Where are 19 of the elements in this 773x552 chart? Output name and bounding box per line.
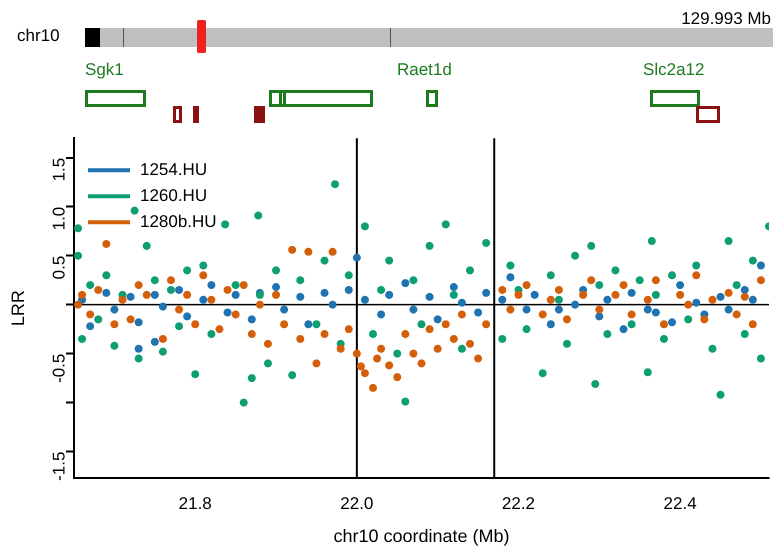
x-axis-title: chr10 coordinate (Mb)	[333, 526, 510, 546]
text: Sgk1	[85, 60, 124, 80]
x-tick-label: 21.8	[178, 494, 212, 513]
x-tick-label: 22.0	[340, 494, 374, 513]
text: chr10	[17, 26, 60, 46]
legend-label: 1254.HU	[140, 160, 208, 179]
x-tick-label: 22.4	[664, 494, 697, 513]
y-tick-label: -0.5	[50, 354, 69, 383]
text: Slc2a12	[643, 60, 704, 80]
legend-label: 1280b.HU	[140, 212, 217, 231]
text: 129.993 Mb	[681, 9, 771, 29]
x-tick-label: 22.2	[502, 494, 536, 513]
y-tick-label: -1.5	[50, 452, 69, 481]
text: Raet1d	[397, 60, 452, 80]
y-axis-title: LRR	[8, 290, 28, 326]
y-tick-label: 1.5	[50, 158, 69, 182]
y-tick-label: 1.0	[50, 206, 69, 230]
legend-label: 1260.HU	[140, 186, 208, 205]
y-tick-label: 0.5	[50, 256, 69, 280]
